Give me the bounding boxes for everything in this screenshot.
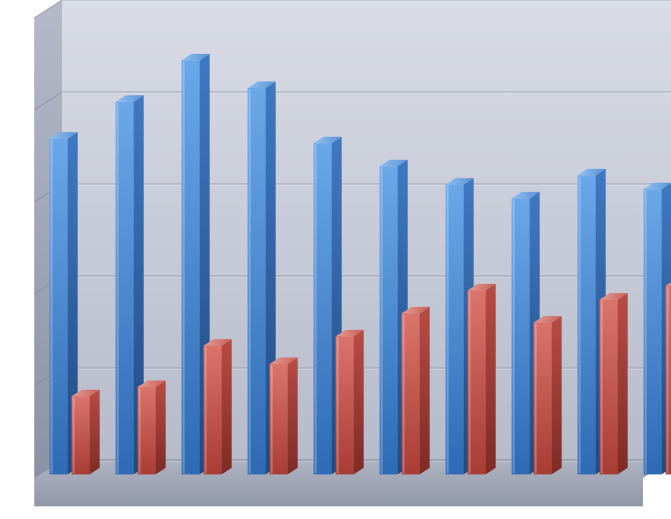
chart-canvas <box>0 0 671 519</box>
bar-side-series-b-c9 <box>618 293 628 474</box>
bar-chart <box>0 0 671 519</box>
bar-side-series-b-c8 <box>552 316 562 474</box>
bar-side-series-b-c7 <box>486 284 496 474</box>
bar-side-series-b-c3 <box>222 339 232 474</box>
bar-side-series-b-c6 <box>420 307 430 474</box>
bar-side-series-b-c2 <box>156 381 166 475</box>
bar-side-series-b-c5 <box>354 330 364 474</box>
bar-side-series-b-c1 <box>90 390 100 475</box>
bar-side-series-b-c4 <box>288 358 298 475</box>
